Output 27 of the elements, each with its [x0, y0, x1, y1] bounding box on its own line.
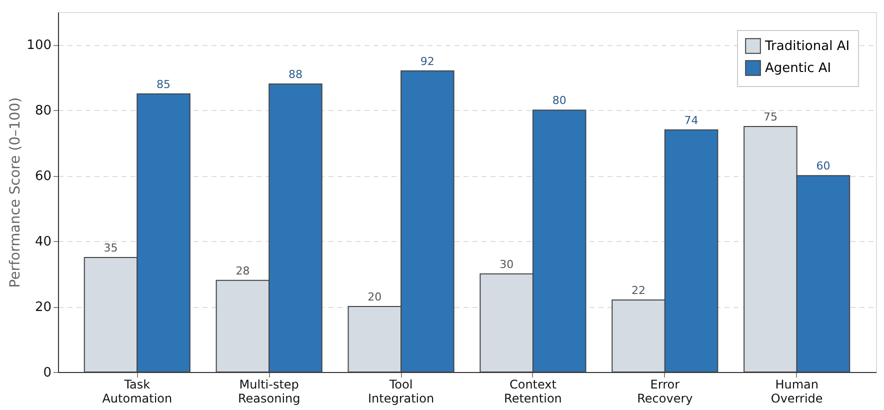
data-label: 28 [236, 264, 250, 278]
data-label: 75 [763, 110, 778, 124]
data-label: 88 [288, 68, 302, 81]
y-tick-label: 0 [43, 366, 52, 380]
data-label: 60 [816, 160, 830, 173]
legend-label: Agentic AI [765, 61, 832, 76]
y-tick-label: 40 [34, 234, 52, 250]
legend-label: Traditional AI [764, 39, 850, 54]
x-tick-label: Human Override [770, 378, 823, 406]
x-tick-label: Multi-step Reasoning [238, 378, 300, 406]
data-label: 92 [420, 54, 434, 68]
data-label: 85 [156, 78, 171, 91]
y-tick-label: 60 [34, 169, 52, 184]
y-axis-title: Performance Score (0–100) [8, 97, 24, 288]
x-tick-label: Context Retention [504, 378, 562, 406]
y-tick-label: 20 [34, 300, 52, 316]
data-label: 20 [368, 290, 382, 304]
data-label: 80 [552, 94, 566, 108]
y-tick-label: 80 [34, 104, 52, 119]
y-tick-label: 100 [26, 38, 52, 54]
x-tick-label: Tool Integration [368, 378, 434, 406]
data-label: 30 [500, 258, 514, 271]
data-label: 74 [684, 114, 698, 127]
data-label: 22 [632, 284, 646, 297]
x-tick-label: Error Recovery [637, 378, 693, 406]
x-tick-label: Task Automation [102, 378, 172, 406]
data-label: 35 [104, 241, 118, 254]
